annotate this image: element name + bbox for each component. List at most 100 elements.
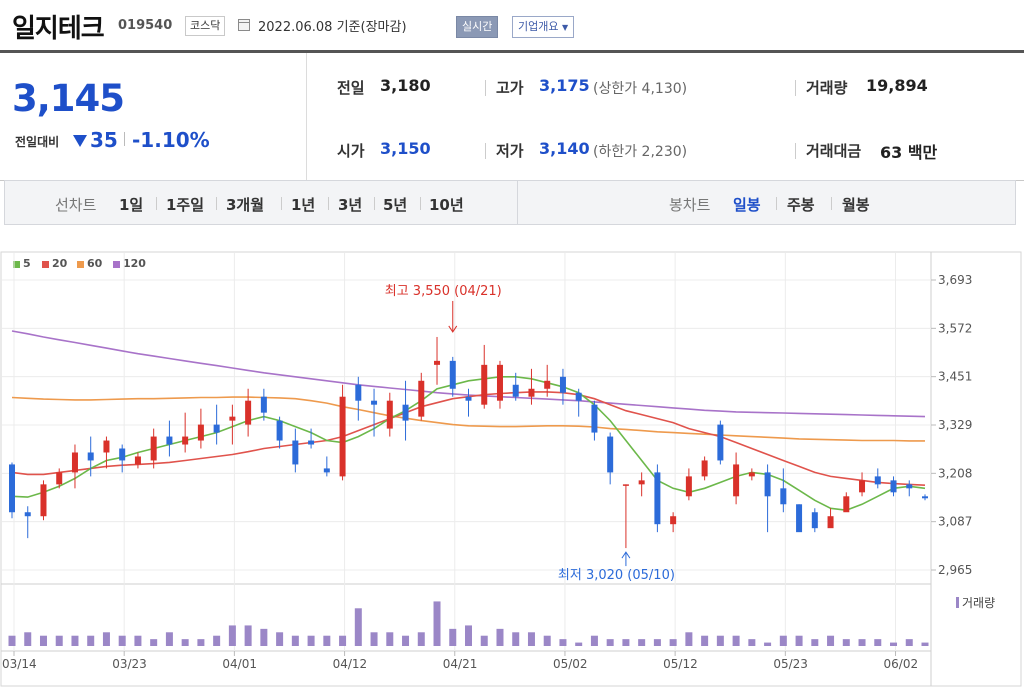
stock-header: 일지테크 019540 코스닥 2022.06.08 기준(장마감) 실시간 기… [0,0,1024,52]
volume-bar [417,632,425,646]
upper-limit: (상한가 4,130) [593,81,688,97]
candle [292,440,299,465]
date-text: 2022.06.08 기준(장마감) [258,16,407,35]
divider [124,132,125,146]
period-3m-button[interactable]: 3개월 [226,196,265,214]
candle [622,484,629,486]
daily-candle-button[interactable]: 일봉 [733,196,761,214]
header-divider [0,50,1024,53]
volume-bar [732,635,740,646]
volume-bar [559,639,567,646]
volume-bar [480,635,488,646]
candle [906,484,913,489]
weekly-candle-button[interactable]: 주봉 [787,196,815,214]
current-price: 3,145 [12,77,125,120]
candle [591,404,598,433]
volume-bar [638,639,646,646]
x-tick-label: 05/02 [553,657,588,671]
candle [654,472,661,525]
volume-bar [512,632,520,646]
period-5y-button[interactable]: 5년 [383,196,408,214]
period-10y-button[interactable]: 10년 [429,196,464,214]
low-value: 3,140 [539,139,590,158]
date-value: 2022.06.08 [258,20,333,35]
volume-bar [653,639,661,646]
candle [134,456,141,465]
ma60-line [11,396,925,442]
ma5-line [11,375,926,512]
volume-bar [590,635,598,646]
candle [119,448,126,461]
period-3y-button[interactable]: 3년 [338,196,363,214]
chevron-down-icon: ▼ [561,23,569,32]
candle [874,476,881,485]
volume-bar [622,639,630,646]
candle [24,512,31,517]
x-tick-label: 06/02 [884,657,919,671]
candle [355,384,362,401]
volume-bar [795,635,803,646]
volume-bar [118,635,126,646]
volume-bar [197,639,205,646]
volume-bar [890,642,898,646]
low-annotation: 최저 3,020 (05/10) [558,568,675,583]
volume-bar [575,642,583,646]
divider [216,197,217,210]
volume-bar [323,635,331,646]
volume-bar [370,632,378,646]
volume-bar [905,639,913,646]
high-annotation: 최고 3,550 (04/21) [385,284,502,299]
x-tick-label: 04/01 [222,657,257,671]
volume-bar [606,639,614,646]
volume-bar [842,639,850,646]
company-overview-dropdown[interactable]: 기업개요 ▼ [512,16,575,38]
quote-panel: 3,145 전일대비 35 -1.10% 전일 3,180 고가 3,175 (… [0,53,1024,181]
y-tick-label: 3,208 [938,466,972,480]
candle [575,392,582,401]
volume-bar [386,632,394,646]
candle [811,512,818,529]
change-label: 전일대비 [15,135,60,149]
realtime-button[interactable]: 실시간 [456,16,499,38]
y-tick-label: 3,451 [938,370,972,384]
volume-bar [228,625,236,646]
candle [701,460,708,477]
period-1y-button[interactable]: 1년 [291,196,316,214]
volume-bar [402,635,410,646]
legend-label-ma20: 20 [52,257,68,270]
volume-bar [24,632,32,646]
candle [685,476,692,497]
volume-bar [433,601,441,646]
candle-chart-label: 봉차트 [669,196,711,214]
volume-bar [276,632,284,646]
candle [496,364,503,401]
volume-bar [874,639,882,646]
volume-bar [213,635,221,646]
candle [796,504,803,533]
market-badge: 코스닥 [185,16,226,36]
line-chart-label: 선차트 [55,196,97,214]
legend-swatch-ma120 [113,261,120,268]
candle [512,384,519,397]
monthly-candle-button[interactable]: 월봉 [842,196,870,214]
divider [374,197,375,210]
divider [156,197,157,210]
open-value: 3,150 [380,139,431,158]
period-1d-button[interactable]: 1일 [119,196,144,214]
volume-bar [39,635,47,646]
volume-label: 거래량 [962,596,995,610]
candle [150,436,157,461]
candle [717,424,724,461]
divider [485,80,486,96]
candle [182,436,189,445]
period-1w-button[interactable]: 1주일 [166,196,205,214]
volume-label: 거래량 [806,79,848,97]
volume-bar [465,625,472,646]
volume-bar [260,628,268,646]
divider [795,143,796,159]
calendar-icon [238,19,250,31]
x-tick-label: 05/23 [773,657,808,671]
volume-bar [87,635,95,646]
candle [670,516,677,525]
stock-code: 019540 [118,18,173,33]
